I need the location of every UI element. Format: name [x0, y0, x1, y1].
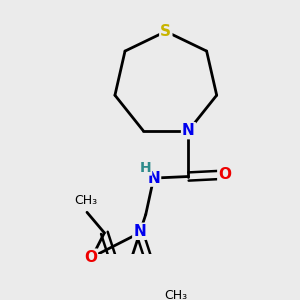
- Text: O: O: [218, 167, 231, 182]
- Text: CH₃: CH₃: [74, 194, 97, 207]
- Text: H: H: [140, 161, 152, 175]
- Text: N: N: [147, 171, 160, 186]
- Text: N: N: [133, 224, 146, 239]
- Text: CH₃: CH₃: [164, 289, 188, 300]
- Text: S: S: [160, 24, 171, 39]
- Text: O: O: [84, 250, 97, 265]
- Text: N: N: [182, 123, 195, 138]
